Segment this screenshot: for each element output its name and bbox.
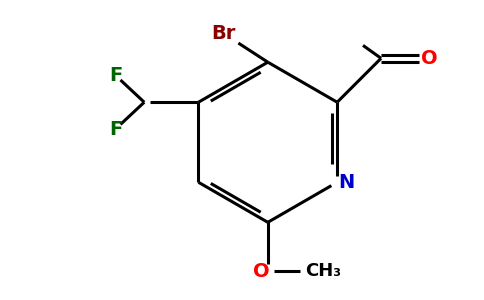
Text: F: F <box>109 120 122 139</box>
Text: Br: Br <box>212 24 236 43</box>
Text: CH₃: CH₃ <box>305 262 341 280</box>
Text: F: F <box>109 66 122 85</box>
Text: O: O <box>253 262 270 281</box>
Text: O: O <box>422 49 438 68</box>
Text: N: N <box>338 173 355 192</box>
